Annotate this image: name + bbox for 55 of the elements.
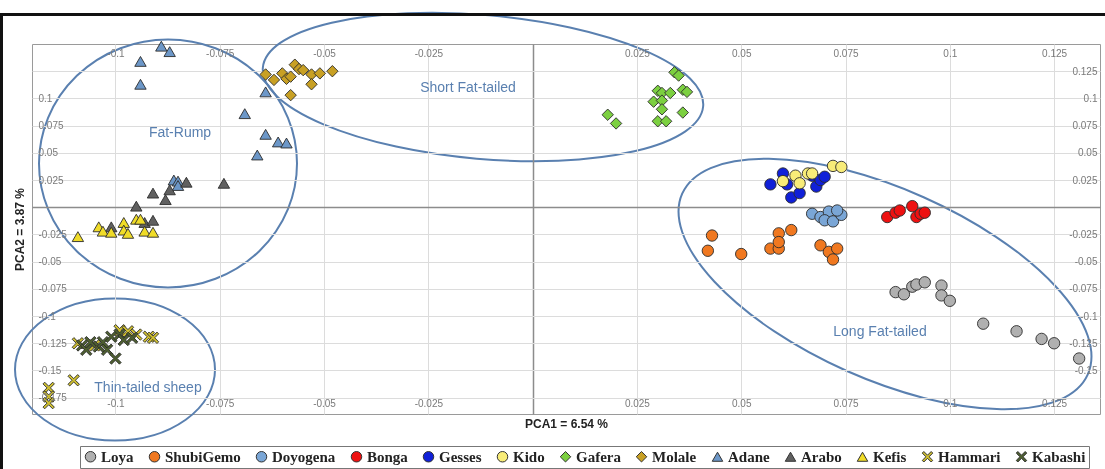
y2-tick-label: -0.15 [1074, 364, 1098, 376]
y2-tick-label: 0.125 [1072, 65, 1098, 77]
y2-tick-label: -0.125 [1069, 337, 1098, 349]
y2-tick-label: -0.1 [1080, 310, 1098, 322]
y2-tick-label: 0.05 [1078, 147, 1098, 159]
x2-tick-label: 0.025 [624, 47, 651, 59]
y-tick-label: 0.1 [38, 92, 53, 104]
y-tick-label: 0.075 [38, 120, 64, 132]
legend-label: Kabashi [1032, 448, 1086, 465]
annotation: Thin-tailed sheep [94, 379, 202, 395]
y2-tick-label: 0.025 [1072, 174, 1098, 186]
legend-label: Molale [652, 448, 697, 465]
y-tick-label: -0.1 [38, 310, 57, 322]
legend-label: Arabo [801, 448, 842, 465]
y-tick-label: 0.025 [38, 174, 64, 186]
y-axis-title: PCA2 = 3.87 % [12, 187, 27, 272]
x-tick-label: -0.075 [206, 397, 235, 409]
legend-label: Gesses [439, 448, 482, 465]
legend-label: Bonga [367, 448, 409, 465]
x2-tick-label: 0.1 [943, 47, 958, 59]
legend-label: Loya [101, 448, 134, 465]
y2-tick-label: 0.1 [1083, 92, 1098, 104]
x2-tick-label: -0.1 [107, 47, 125, 59]
y-tick-label: -0.125 [38, 337, 68, 349]
y-tick-label: -0.05 [38, 256, 62, 268]
y-tick-label: 0.05 [38, 147, 59, 159]
y-tick-label: -0.15 [38, 364, 62, 376]
x-tick-label: 0.025 [624, 397, 651, 409]
x2-tick-label: -0.05 [313, 47, 337, 59]
legend-label: Gafera [576, 448, 622, 465]
x-tick-label: -0.1 [107, 397, 125, 409]
x-tick-label: 0.075 [833, 397, 859, 409]
y2-tick-label: -0.05 [1074, 256, 1098, 268]
annotation: Long Fat-tailed [833, 323, 927, 339]
x2-tick-label: 0.075 [833, 47, 859, 59]
y2-tick-label: -0.025 [1069, 228, 1098, 240]
legend-label: Adane [728, 448, 771, 465]
x2-tick-label: 0.05 [731, 47, 752, 59]
x-tick-label: -0.05 [313, 397, 337, 409]
x2-tick-label: 0.125 [1042, 47, 1068, 59]
annotation: Short Fat-tailed [420, 79, 516, 95]
legend-label: ShubiGemo [165, 448, 241, 465]
y2-tick-label: 0.075 [1072, 120, 1098, 132]
y-tick-label: -0.025 [38, 228, 68, 240]
legend-label: Kefis [873, 448, 907, 465]
x-tick-label: 0.05 [731, 397, 752, 409]
x2-tick-label: -0.025 [414, 47, 444, 59]
annotation: Fat-Rump [148, 124, 212, 140]
legend-label: Doyogena [272, 448, 336, 465]
x-axis-title: PCA1 = 6.54 % [524, 416, 609, 431]
y2-tick-label: -0.075 [1069, 283, 1098, 295]
y-tick-label: -0.075 [38, 283, 68, 295]
legend-label: Kido [513, 448, 545, 465]
x-tick-label: -0.025 [414, 397, 444, 409]
legend-label: Hammari [938, 448, 1001, 465]
